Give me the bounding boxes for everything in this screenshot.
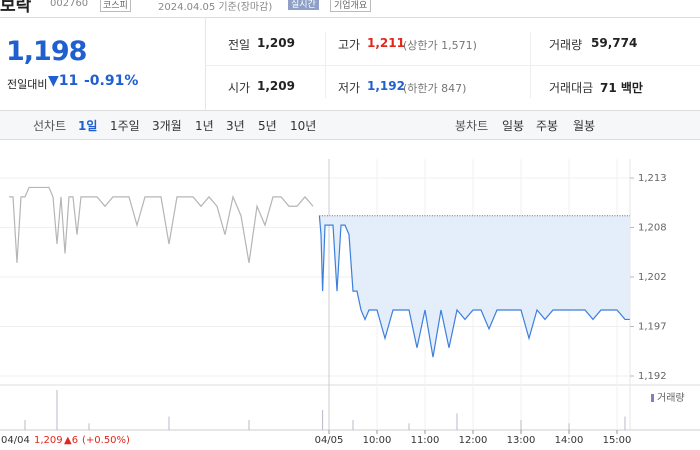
volume-bar: [168, 416, 170, 430]
period-tab[interactable]: 3년: [226, 119, 245, 133]
price: 1,198: [6, 36, 87, 67]
period-tab[interactable]: 5년: [258, 119, 277, 133]
volume-bar: [248, 420, 250, 430]
cell-label: 고가: [338, 38, 361, 52]
period-tab[interactable]: 10년: [290, 119, 317, 133]
x-tick-label: 13:00: [507, 435, 536, 446]
volume-bar: [520, 420, 522, 430]
cell-value: 1,192: [367, 79, 405, 93]
y-tick-label: 1,213: [638, 173, 667, 184]
x-tick-label: 15:00: [603, 435, 632, 446]
prev-rate: (+0.50%): [82, 435, 130, 446]
volume-bar: [322, 410, 324, 430]
x-tick-label: 14:00: [555, 435, 584, 446]
chart: 1,192 1,197 1,202 1,208 1,213 04/05 10:00 11:00…: [0, 159, 700, 446]
period-tab[interactable]: 3개월: [152, 119, 182, 133]
x-tick-label: 12:00: [459, 435, 488, 446]
legend-swatch: [651, 394, 654, 402]
cell-value: 59,774: [591, 36, 638, 50]
area: [319, 215, 630, 358]
volume-bar: [352, 420, 354, 430]
prev-change: ▲6: [64, 435, 78, 446]
stock-code: 002760: [50, 0, 89, 9]
period-tab[interactable]: 1일: [78, 119, 98, 133]
candle-tab[interactable]: 주봉: [536, 119, 559, 133]
cell-label: 거래량: [549, 38, 583, 52]
cell-value: 1,211: [367, 36, 405, 50]
cell-value: 1,209: [257, 36, 295, 50]
tab-bar: [0, 110, 700, 140]
cell-value: 1,209: [257, 79, 295, 93]
y-tick-label: 1,192: [638, 371, 667, 382]
divider: [205, 17, 206, 110]
cell-note: (하한가 847): [403, 82, 467, 95]
cell-note: (상한가 1,571): [403, 39, 477, 52]
y-tick-label: 1,208: [638, 223, 667, 234]
period-tab[interactable]: 1년: [195, 119, 214, 133]
divider: [325, 32, 326, 98]
market-badge: 코스피: [100, 0, 131, 12]
change: ▼11: [48, 73, 79, 89]
volume-bar: [456, 413, 458, 430]
volume-bar: [88, 423, 90, 430]
x-tick-label: 11:00: [411, 435, 440, 446]
volume-bar: [24, 420, 26, 430]
legend-label: 거래량: [657, 392, 685, 404]
date: 2024.04.05 기준(장마감): [158, 2, 273, 13]
y-tick-label: 1,197: [638, 322, 667, 333]
cell-label: 시가: [228, 81, 251, 95]
volume-bar: [568, 423, 570, 430]
x-tick-label: 10:00: [363, 435, 392, 446]
price-line: [9, 186, 314, 263]
company-button[interactable]: 기업개요: [330, 0, 372, 12]
candle-tab[interactable]: 월봉: [573, 119, 596, 133]
x-tick-label: 04/05: [315, 435, 344, 446]
change-label: 전일대비: [7, 78, 48, 91]
cell-label: 저가: [338, 81, 361, 95]
volume-bar: [408, 423, 410, 430]
rate: -0.91%: [84, 73, 139, 89]
volume-bar: [624, 416, 626, 430]
period-tab[interactable]: 1주일: [110, 119, 140, 133]
y-tick-label: 1,202: [638, 272, 667, 283]
divider: [0, 17, 700, 18]
tab-group-label: 선차트: [33, 119, 67, 133]
candle-tab[interactable]: 일봉: [502, 119, 525, 133]
price-line: [318, 215, 630, 358]
stock-name: 보락: [0, 0, 32, 16]
divider: [530, 32, 531, 98]
divider: [205, 65, 700, 66]
tab-group-label: 봉차트: [455, 119, 489, 133]
prev-close: 1,209: [34, 435, 63, 446]
prev-date: 04/04: [1, 435, 30, 446]
cell-label: 거래대금: [549, 81, 594, 95]
cell-label: 전일: [228, 38, 251, 52]
realtime-button[interactable]: 실시간: [288, 0, 319, 10]
cell-value: 71 백만: [600, 81, 643, 95]
volume-bar: [56, 390, 58, 430]
